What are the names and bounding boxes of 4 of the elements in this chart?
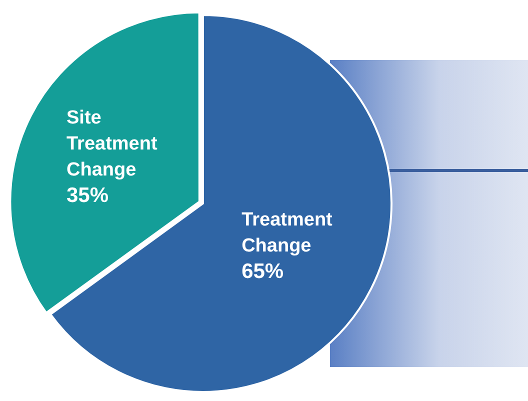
slice-label: Site Treatment Change [66, 107, 158, 180]
data-label: 35% [66, 184, 109, 207]
data-label: 65% [242, 260, 284, 284]
slice-label: Treatment Change [242, 210, 334, 257]
